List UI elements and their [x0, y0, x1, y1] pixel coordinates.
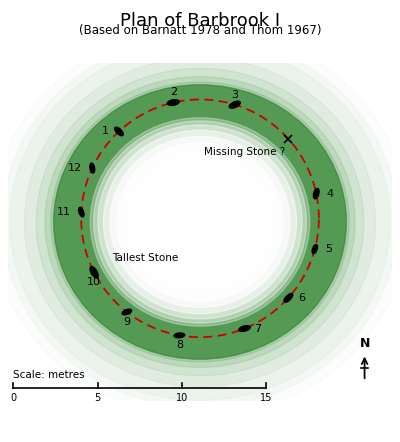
Ellipse shape — [136, 161, 264, 282]
Text: 4: 4 — [326, 189, 334, 198]
Ellipse shape — [90, 163, 95, 173]
Text: Scale: metres: Scale: metres — [14, 370, 85, 380]
Ellipse shape — [123, 149, 277, 295]
Text: 3: 3 — [231, 90, 238, 99]
Ellipse shape — [54, 85, 346, 359]
Text: 11: 11 — [57, 207, 71, 217]
Text: 5: 5 — [94, 393, 101, 403]
Ellipse shape — [314, 188, 319, 199]
Ellipse shape — [51, 82, 349, 362]
Ellipse shape — [174, 333, 185, 338]
Text: 10: 10 — [176, 393, 188, 403]
Ellipse shape — [131, 156, 269, 288]
Text: 9: 9 — [123, 317, 130, 327]
Ellipse shape — [45, 76, 355, 367]
Text: 15: 15 — [260, 393, 272, 403]
Ellipse shape — [24, 57, 376, 387]
Text: (Based on Barnatt 1978 and Thom 1967): (Based on Barnatt 1978 and Thom 1967) — [79, 24, 321, 37]
Ellipse shape — [54, 85, 346, 359]
Text: N: N — [359, 337, 370, 350]
Text: Missing Stone ?: Missing Stone ? — [204, 147, 286, 157]
Ellipse shape — [98, 125, 302, 319]
Ellipse shape — [284, 293, 293, 302]
Text: 8: 8 — [176, 340, 183, 351]
Ellipse shape — [104, 130, 296, 314]
Text: 1: 1 — [102, 126, 109, 137]
Text: 10: 10 — [87, 277, 101, 287]
Text: 5: 5 — [325, 244, 332, 254]
Ellipse shape — [90, 118, 310, 326]
Text: 2: 2 — [170, 88, 177, 98]
Ellipse shape — [115, 127, 123, 136]
Ellipse shape — [90, 267, 98, 278]
Text: Plan of Barbrook I: Plan of Barbrook I — [120, 12, 280, 30]
Ellipse shape — [36, 69, 364, 376]
Ellipse shape — [167, 99, 179, 105]
Text: 12: 12 — [68, 163, 82, 173]
Text: 7: 7 — [254, 324, 262, 334]
Ellipse shape — [110, 137, 290, 308]
Ellipse shape — [122, 309, 132, 315]
Ellipse shape — [78, 207, 84, 217]
Text: 6: 6 — [298, 293, 305, 303]
Ellipse shape — [117, 143, 283, 301]
Ellipse shape — [94, 121, 306, 323]
Ellipse shape — [239, 326, 250, 332]
Text: Tallest Stone: Tallest Stone — [112, 253, 179, 263]
Ellipse shape — [312, 244, 318, 254]
Text: 0: 0 — [10, 393, 16, 403]
Ellipse shape — [229, 101, 240, 108]
